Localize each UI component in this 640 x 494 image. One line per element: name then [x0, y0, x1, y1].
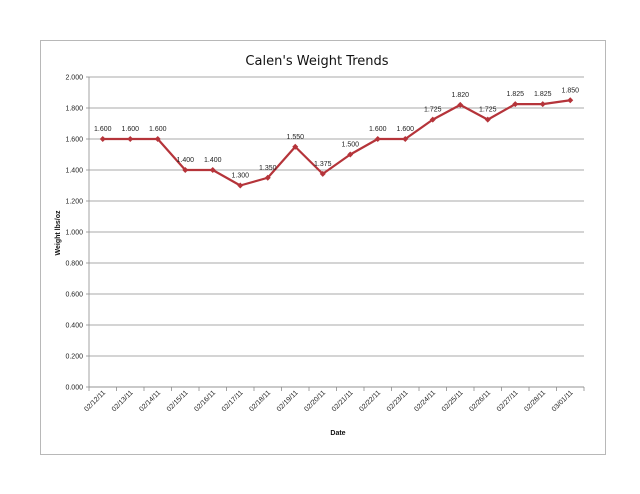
y-tick-label: 0.800 — [65, 261, 83, 268]
y-axis-label: Weight lbs/oz — [55, 210, 62, 255]
x-tick-label: 02/15/11 — [166, 389, 190, 413]
x-tick-label: 02/19/11 — [276, 389, 300, 413]
data-label: 1.600 — [94, 126, 112, 133]
data-label: 1.400 — [204, 157, 222, 164]
data-label: 1.820 — [451, 92, 469, 99]
y-tick-labels: 0.000 0.200 0.400 0.600 0.800 1.000 1.200 1.400… — [65, 75, 83, 392]
x-tick-label: 02/25/11 — [441, 389, 465, 413]
data-point — [100, 136, 106, 142]
x-tick-label: 02/22/11 — [358, 389, 382, 413]
y-tick-label: 2.000 — [65, 75, 83, 82]
gridlines — [86, 77, 584, 387]
data-point — [127, 136, 133, 142]
data-label: 1.825 — [506, 91, 524, 98]
chart-canvas: Calen's Weight Trends 0.000 0.200 0.400 0.6… — [41, 41, 607, 456]
x-tick-label: 02/18/11 — [248, 389, 272, 413]
x-tick-labels: 02/12/11 02/13/11 02/14/11 02/15/11 02/16/11… — [83, 389, 574, 413]
x-tick-label: 02/14/11 — [138, 389, 162, 413]
x-tick-label: 02/21/11 — [331, 389, 355, 413]
x-tick-label: 02/12/11 — [83, 389, 107, 413]
x-tick-label: 02/20/11 — [303, 389, 327, 413]
data-label: 1.375 — [314, 161, 332, 168]
data-label: 1.600 — [369, 126, 387, 133]
x-tick-label: 02/26/11 — [468, 389, 492, 413]
y-tick-label: 0.200 — [65, 354, 83, 361]
data-label: 1.725 — [424, 107, 442, 114]
data-label: 1.600 — [121, 126, 139, 133]
x-tick-label: 02/24/11 — [413, 389, 437, 413]
chart-frame: Calen's Weight Trends 0.000 0.200 0.400 0.6… — [40, 40, 606, 455]
y-tick-label: 0.400 — [65, 323, 83, 330]
data-label: 1.725 — [479, 107, 497, 114]
y-tick-label: 1.000 — [65, 230, 83, 237]
y-tick-label: 1.400 — [65, 168, 83, 175]
axes — [89, 77, 584, 391]
y-tick-label: 0.600 — [65, 292, 83, 299]
y-tick-label: 0.000 — [65, 385, 83, 392]
y-tick-label: 1.800 — [65, 106, 83, 113]
data-label: 1.825 — [534, 91, 552, 98]
x-tick-label: 02/16/11 — [193, 389, 217, 413]
data-label: 1.550 — [286, 134, 304, 141]
x-tick-label: 02/23/11 — [386, 389, 410, 413]
data-label: 1.350 — [259, 165, 277, 172]
data-label: 1.850 — [561, 87, 579, 94]
data-label: 1.600 — [149, 126, 167, 133]
data-label: 1.400 — [176, 157, 194, 164]
x-tick-label: 03/01/11 — [551, 389, 575, 413]
data-label: 1.300 — [231, 173, 249, 180]
data-point — [567, 97, 573, 103]
series-line-group — [100, 97, 574, 188]
data-label: 1.600 — [396, 126, 414, 133]
chart-title: Calen's Weight Trends — [245, 54, 388, 69]
y-tick-label: 1.200 — [65, 199, 83, 206]
x-tick-label: 02/27/11 — [496, 389, 520, 413]
x-tick-label: 02/28/11 — [523, 389, 547, 413]
y-tick-label: 1.600 — [65, 137, 83, 144]
data-label: 1.500 — [341, 142, 359, 149]
data-labels: 1.600 1.600 1.600 1.400 1.400 1.300 1.350 1.550… — [94, 87, 579, 179]
series-line — [103, 100, 571, 185]
x-tick-label: 02/13/11 — [111, 389, 135, 413]
x-tick-label: 02/17/11 — [221, 389, 245, 413]
data-point — [540, 101, 546, 107]
x-axis-label: Date — [330, 430, 345, 437]
